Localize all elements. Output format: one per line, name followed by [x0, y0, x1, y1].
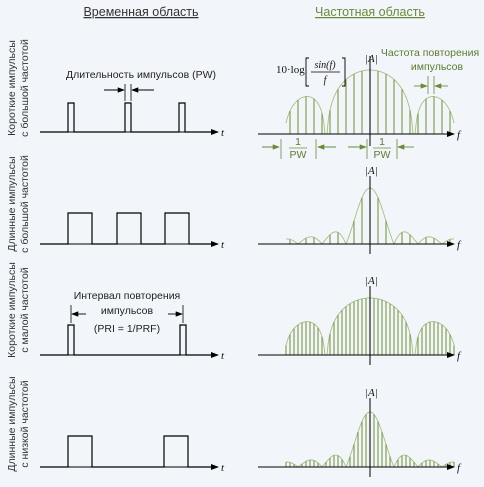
- svg-text:f: f: [324, 75, 328, 86]
- svg-text:t: t: [221, 462, 225, 474]
- prf-label-2: импульсов: [411, 61, 464, 73]
- row-label-1: Короткие импульсы с большой частотой: [6, 39, 31, 137]
- time-panel-1: t Длительность импульсов (PW): [40, 69, 225, 139]
- pri-label-1: Интервал повторения: [74, 290, 181, 302]
- freq-panel-1: |A| f 10·log sin(f) f Частота повторения…: [258, 47, 479, 161]
- svg-text:Длинные импульсы: Длинные импульсы: [6, 376, 18, 471]
- inv-pw-num-left: 1: [295, 136, 301, 148]
- svg-text:с малой частотой: с малой частотой: [19, 267, 31, 352]
- svg-text:10·log: 10·log: [276, 64, 305, 76]
- svg-text:t: t: [221, 350, 225, 362]
- time-panel-2: t: [40, 212, 225, 251]
- prf-label-1: Частота повторения: [381, 47, 479, 59]
- spectral-lines-3: [285, 297, 455, 356]
- inv-pw-num-right: 1: [379, 136, 385, 148]
- svg-text:f: f: [457, 239, 462, 251]
- freq-domain-header: Частотная область: [315, 5, 425, 19]
- svg-text:|A|: |A|: [365, 275, 378, 287]
- freq-panel-2: |A| f: [258, 165, 462, 254]
- freq-axis-label: f: [457, 129, 462, 141]
- svg-text:t: t: [221, 239, 225, 251]
- svg-text:с низкой частотой: с низкой частотой: [19, 380, 31, 467]
- svg-text:с большой частотой: с большой частотой: [19, 155, 31, 253]
- time-panel-4: t: [40, 435, 225, 474]
- pulse-width-label: Длительность импульсов (PW): [66, 69, 216, 81]
- time-panel-3: t Интервал повторения импульсов (PRI = 1…: [40, 290, 225, 362]
- time-axis-label: t: [221, 127, 225, 139]
- freq-panel-4: |A| f: [258, 387, 462, 477]
- pri-label-2: импульсов: [101, 305, 154, 317]
- svg-text:f: f: [457, 462, 462, 474]
- pri-label-3: (PRI = 1/PRF): [94, 323, 160, 335]
- row-label-4: Длинные импульсы с низкой частотой: [6, 376, 31, 471]
- sinc-formula: 10·log sin(f) f: [276, 57, 346, 87]
- svg-text:с большой частотой: с большой частотой: [19, 39, 31, 137]
- svg-text:sin(f): sin(f): [314, 60, 336, 71]
- svg-text:Короткие импульсы: Короткие импульсы: [6, 262, 18, 358]
- freq-panel-3: |A| f: [258, 275, 462, 365]
- inv-pw-den-left: PW: [290, 149, 307, 161]
- svg-text:|A|: |A|: [365, 165, 378, 177]
- svg-text:Короткие импульсы: Короткие импульсы: [6, 40, 18, 136]
- inv-pw-den-right: PW: [374, 149, 391, 161]
- svg-text:f: f: [457, 350, 462, 362]
- amplitude-axis-label: |A|: [365, 53, 378, 65]
- svg-text:|A|: |A|: [365, 387, 378, 399]
- svg-text:Длинные импульсы: Длинные импульсы: [6, 156, 18, 251]
- time-domain-header: Временная область: [83, 5, 198, 19]
- row-label-2: Длинные импульсы с большой частотой: [6, 155, 31, 253]
- row-label-3: Короткие импульсы с малой частотой: [6, 262, 31, 358]
